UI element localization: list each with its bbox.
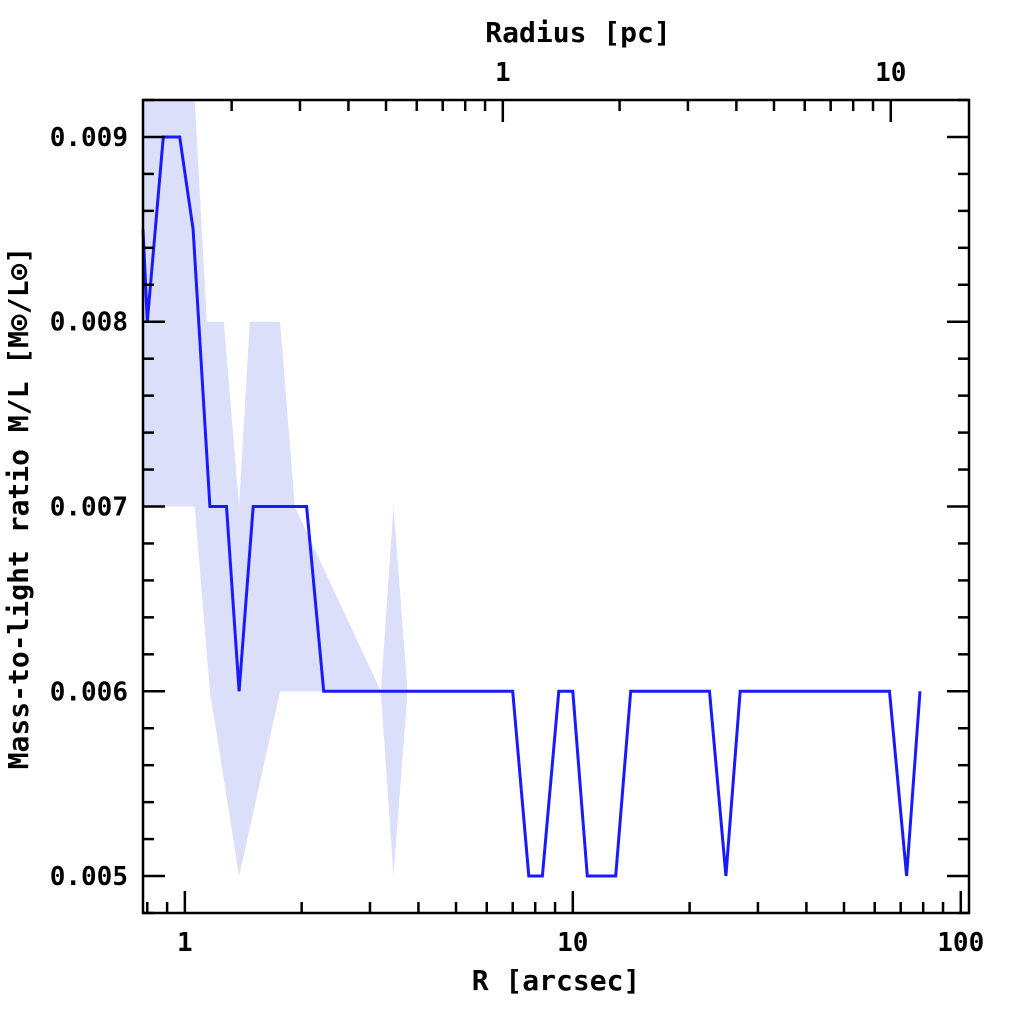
uncertainty-band-layer	[143, 100, 408, 876]
top-tick-label: 1	[495, 58, 511, 88]
uncertainty-band	[143, 100, 408, 876]
top-tick-label: 10	[875, 58, 906, 88]
x-tick-label: 10	[557, 928, 588, 958]
x-tick-label: 100	[937, 928, 984, 958]
y-tick-label: 0.007	[50, 493, 128, 523]
y-axis-title: Mass-to-light ratio M/L [M⊙/L⊙]	[2, 247, 35, 770]
top-axis-title: Radius [pc]	[485, 16, 670, 49]
y-tick-label: 0.009	[50, 123, 128, 153]
x-tick-label: 1	[177, 928, 193, 958]
x-axis-title: R [arcsec]	[472, 964, 641, 997]
tick-label-layer: 1 10 100 1 10 0.005 0.006 0.007 0.008 0.009	[50, 58, 985, 958]
series-line-0	[141, 135, 922, 878]
y-tick-label: 0.005	[50, 862, 128, 892]
series-layer	[141, 135, 922, 878]
y-tick-label: 0.006	[50, 677, 128, 707]
y-tick-label: 0.008	[50, 308, 128, 338]
tick-layer	[143, 98, 969, 915]
